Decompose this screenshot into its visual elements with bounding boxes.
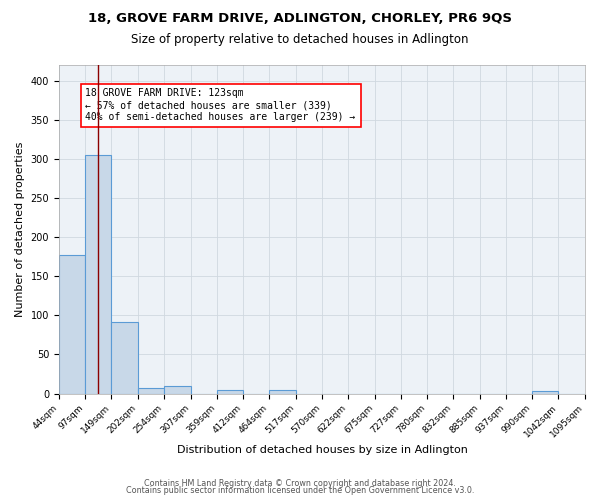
Bar: [112, 322, 138, 394]
Text: Size of property relative to detached houses in Adlington: Size of property relative to detached ho…: [131, 32, 469, 46]
Text: 18 GROVE FARM DRIVE: 123sqm
← 57% of detached houses are smaller (339)
40% of se: 18 GROVE FARM DRIVE: 123sqm ← 57% of det…: [85, 88, 356, 122]
Bar: [269, 390, 296, 394]
X-axis label: Distribution of detached houses by size in Adlington: Distribution of detached houses by size …: [176, 445, 467, 455]
Text: 18, GROVE FARM DRIVE, ADLINGTON, CHORLEY, PR6 9QS: 18, GROVE FARM DRIVE, ADLINGTON, CHORLEY…: [88, 12, 512, 26]
Bar: [532, 391, 559, 394]
Text: Contains HM Land Registry data © Crown copyright and database right 2024.: Contains HM Land Registry data © Crown c…: [144, 478, 456, 488]
Bar: [59, 255, 85, 394]
Bar: [138, 388, 164, 394]
Y-axis label: Number of detached properties: Number of detached properties: [15, 142, 25, 317]
Text: Contains public sector information licensed under the Open Government Licence v3: Contains public sector information licen…: [126, 486, 474, 495]
Bar: [85, 155, 112, 394]
Bar: [217, 390, 243, 394]
Bar: [164, 386, 191, 394]
